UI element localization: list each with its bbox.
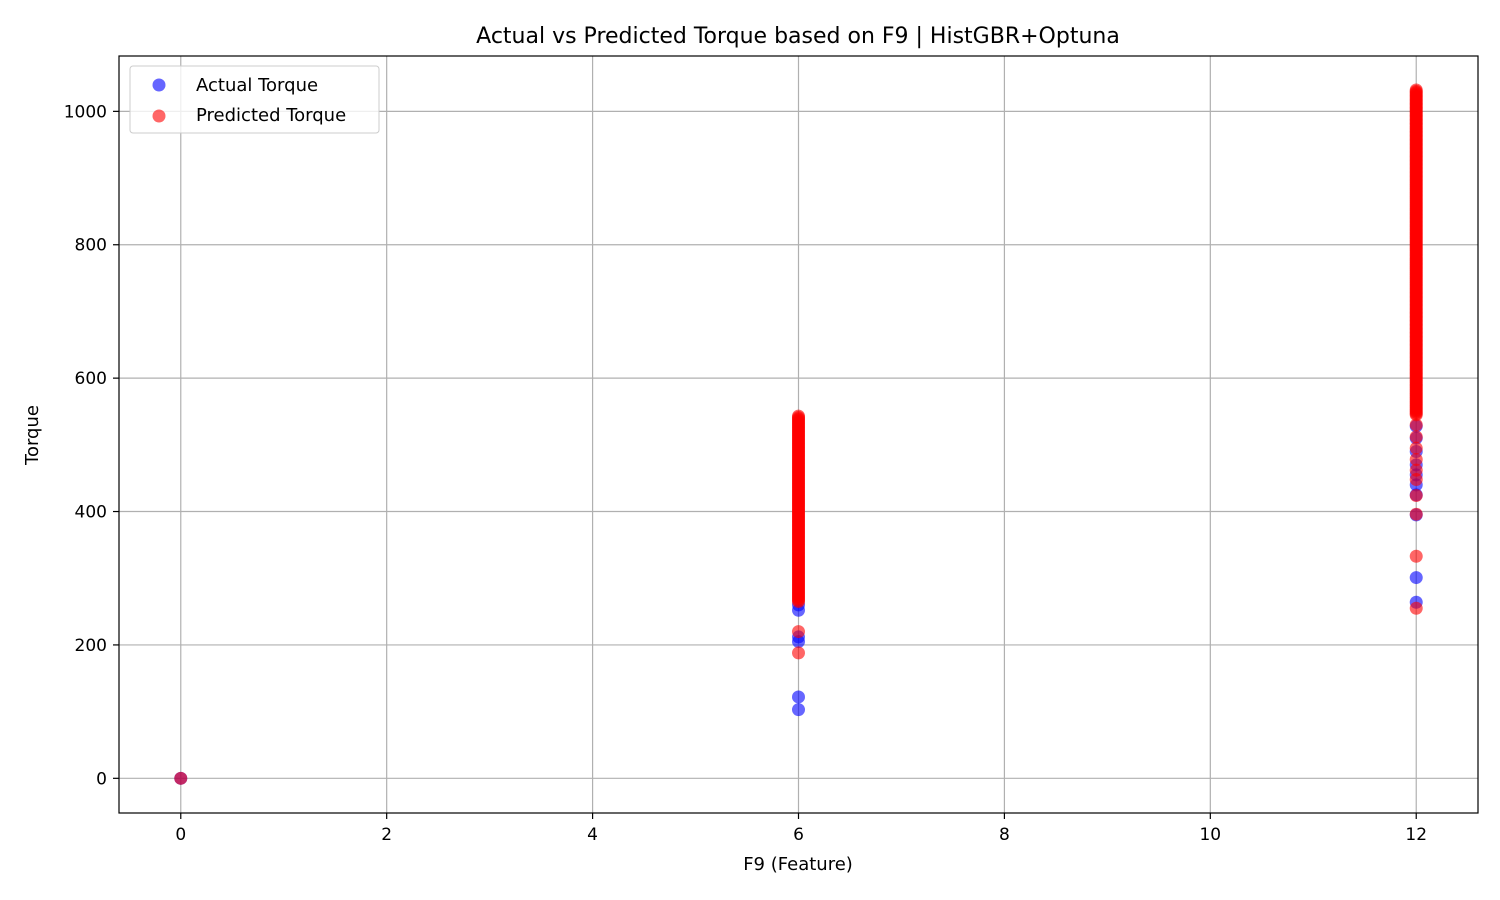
actual-torque-point	[792, 690, 805, 704]
legend: Actual Torque Predicted Torque	[129, 65, 380, 134]
x-tick-label: 2	[381, 825, 392, 845]
legend-marker-actual	[152, 78, 166, 92]
x-tick-label: 4	[587, 825, 598, 845]
x-tick-label: 10	[1199, 825, 1221, 845]
legend-marker-predicted	[152, 109, 166, 123]
x-tick-label: 12	[1405, 825, 1427, 845]
predicted-torque-point	[1409, 441, 1423, 455]
predicted-torque-point	[1409, 549, 1423, 563]
predicted-torque-point	[1409, 83, 1423, 97]
y-tick-label: 600	[75, 369, 107, 389]
predicted-torque-point	[792, 646, 805, 660]
predicted-torque-point	[1409, 463, 1423, 477]
x-tick-label: 6	[793, 825, 804, 845]
y-tick-label: 800	[75, 236, 107, 256]
predicted-torque-point	[1409, 507, 1423, 521]
data-points	[174, 83, 1423, 785]
y-tick-label: 1000	[64, 102, 107, 122]
predicted-torque-point	[1409, 601, 1423, 615]
predicted-torque-point	[1409, 489, 1423, 503]
legend-label-actual: Actual Torque	[196, 75, 318, 96]
x-tick-label: 0	[175, 825, 186, 845]
predicted-torque-point	[174, 771, 188, 785]
predicted-torque-point	[1409, 430, 1423, 444]
actual-torque-point	[1409, 571, 1423, 585]
y-tick-label: 0	[96, 769, 107, 789]
x-axis-label: F9 (Feature)	[743, 854, 853, 875]
legend-label-predicted: Predicted Torque	[196, 105, 346, 126]
legend-box	[129, 65, 380, 134]
chart-title: Actual vs Predicted Torque based on F9 |…	[476, 24, 1120, 49]
y-tick-label: 400	[75, 503, 107, 523]
predicted-torque-point	[1409, 418, 1423, 432]
predicted-torque-point	[792, 625, 805, 639]
predicted-torque-point	[792, 409, 805, 423]
x-tick-label: 8	[999, 825, 1010, 845]
predicted-torque-point	[1409, 473, 1423, 487]
predicted-torque-point	[1409, 453, 1423, 467]
y-tick-label: 200	[75, 636, 107, 656]
y-axis-label: Torque	[22, 405, 43, 466]
axis-ticks: 0 2 4 6 8 10 12 0 200 400 600 800 1000	[64, 102, 1427, 845]
actual-torque-point	[792, 703, 805, 717]
